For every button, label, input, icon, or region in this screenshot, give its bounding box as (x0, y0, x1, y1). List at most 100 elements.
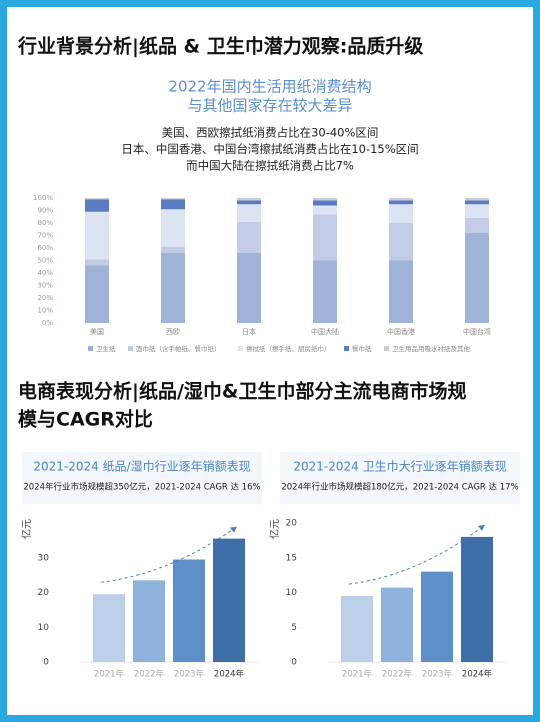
legend-label: 餐巾纸 (352, 344, 372, 353)
panel-header (280, 452, 520, 504)
bar-segment (237, 221, 261, 253)
bar-segment (85, 198, 109, 200)
bar-segment (237, 204, 261, 222)
x-tick-label: 中国香港 (387, 327, 415, 336)
bar-segment (161, 199, 185, 210)
bar (461, 536, 493, 662)
x-tick-label: 2021年 (342, 669, 373, 680)
x-tick-label: 2022年 (134, 669, 165, 680)
legend-label: 擦拭纸（擦手纸、厨房纸巾） (246, 344, 331, 353)
bar-segment (389, 260, 413, 323)
y-tick-label: 10% (37, 307, 53, 315)
bar-segment (465, 198, 489, 201)
legend-label: 卫生用品用吸水衬纸及其他 (392, 344, 471, 353)
chart-title: 2021-2024 纸品/湿巾行业逐年销额表现 (33, 459, 250, 474)
y-tick-label: 80% (37, 219, 53, 227)
legend-swatch (344, 346, 349, 351)
x-tick-label: 2023年 (174, 669, 205, 680)
annotation: 美国、西欧擦拭纸消费占比在30-40%区间 (162, 126, 379, 140)
panel-header (22, 452, 262, 504)
x-tick-label: 2021年 (94, 669, 125, 680)
legend-swatch (384, 346, 389, 351)
bar (421, 571, 453, 662)
legend-swatch (128, 346, 133, 351)
y-tick-label: 20% (37, 294, 53, 302)
y-tick-label: 70% (37, 232, 53, 240)
y-tick-label: 30 (38, 553, 50, 563)
bar-segment (85, 211, 109, 260)
chart-subtitle: 2024年行业市场规模超180亿元，2021-2024 CAGR 达 17% (281, 482, 518, 493)
section-heading: 行业背景分析|纸品 & 卫生巾潜力观察:品质升级 (17, 35, 423, 58)
bar-segment (237, 198, 261, 201)
bar-segment (85, 259, 109, 266)
x-tick-label: 西欧 (166, 327, 180, 336)
bar-segment (465, 218, 489, 233)
bar-segment (313, 205, 337, 215)
section-heading: 模与CAGR对比 (18, 408, 153, 431)
bar (381, 587, 413, 662)
chart-subtitle: 2024年行业市场规模超350亿元，2021-2024 CAGR 达 16% (23, 482, 260, 493)
arrow-head (230, 526, 237, 533)
bar-segment (313, 260, 337, 323)
bar-segment (237, 200, 261, 205)
bar-segment (161, 253, 185, 323)
y-tick-label: 10 (38, 623, 50, 633)
chart-title: 2021-2024 卫生巾大行业逐年销额表现 (293, 460, 506, 474)
bar-segment (313, 198, 337, 201)
y-axis-label: 亿元 (268, 519, 281, 539)
y-tick-label: 0 (43, 658, 49, 668)
bar-segment (465, 233, 489, 323)
bar-segment (161, 209, 185, 247)
y-tick-label: 60% (37, 244, 53, 252)
bar-segment (161, 198, 185, 200)
x-tick-label: 2023年 (422, 669, 453, 680)
bar-segment (161, 246, 185, 253)
bar-segment (389, 223, 413, 261)
bar-segment (465, 204, 489, 218)
annotation: 而中国大陆在擦拭纸消费占比7% (186, 159, 354, 173)
legend-label: 面巾纸（含手帕纸、餐巾纸） (136, 344, 221, 353)
x-tick-label: 2024年 (214, 669, 245, 680)
x-tick-label: 中国大陆 (311, 327, 339, 336)
y-tick-label: 40% (37, 269, 53, 277)
chart-title: 2022年国内生活用纸消费结构 (168, 78, 371, 96)
y-tick-label: 20 (38, 588, 50, 598)
bar-segment (313, 214, 337, 261)
bar-segment (313, 200, 337, 206)
legend-label: 卫生纸 (96, 344, 116, 353)
bar (173, 559, 205, 662)
x-tick-label: 2022年 (382, 669, 413, 680)
bar (133, 580, 165, 662)
y-axis-label: 亿元 (20, 519, 33, 539)
bar (93, 594, 125, 662)
y-tick-label: 15 (286, 553, 297, 563)
y-tick-label: 20 (286, 519, 298, 529)
bar-segment (237, 253, 261, 323)
chart-subtitle: 与其他国家存在较大差异 (187, 97, 352, 115)
bar-segment (85, 265, 109, 323)
bar (341, 595, 373, 662)
legend-swatch (238, 346, 243, 351)
bar-segment (465, 200, 489, 205)
bar-segment (389, 198, 413, 201)
x-tick-label: 美国 (90, 327, 104, 336)
arrow-head (478, 524, 485, 531)
bar-segment (85, 199, 109, 212)
y-tick-label: 100% (33, 194, 53, 202)
y-tick-label: 10 (286, 588, 298, 598)
y-tick-label: 0% (42, 319, 53, 327)
annotation: 日本、中国香港、中国台湾擦拭纸消费占比在10-15%区间 (121, 142, 418, 156)
bar (213, 538, 245, 662)
y-tick-label: 0 (291, 658, 297, 668)
y-tick-label: 5 (291, 623, 297, 633)
legend-swatch (88, 346, 93, 351)
y-tick-label: 90% (37, 207, 53, 215)
section-heading: 电商表现分析|纸品/湿巾&卫生巾部分主流电商市场规 (18, 380, 466, 403)
x-tick-label: 中国台湾 (463, 327, 491, 336)
x-tick-label: 日本 (242, 327, 256, 336)
bar-segment (389, 204, 413, 223)
y-tick-label: 50% (37, 257, 53, 265)
x-tick-label: 2024年 (462, 669, 493, 680)
y-tick-label: 30% (37, 282, 53, 290)
